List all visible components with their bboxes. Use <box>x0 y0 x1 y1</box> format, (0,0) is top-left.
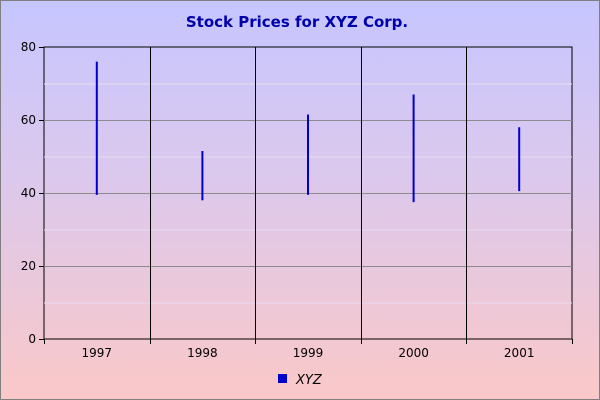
legend-label-xyz: XYZ <box>295 373 323 388</box>
horizontal-gridlines <box>44 83 572 304</box>
y-tick-label: 20 <box>21 259 36 273</box>
vertical-gridlines <box>150 47 467 339</box>
x-tick-label: 2001 <box>504 346 535 360</box>
series-layer <box>95 61 521 203</box>
x-tick-label: 2000 <box>398 346 429 360</box>
x-axis: 1997 1998 1999 2000 2001 <box>44 339 573 360</box>
x-tick-label: 1999 <box>293 346 324 360</box>
y-axis: 0 20 40 60 80 <box>21 40 44 346</box>
y-tick-label: 40 <box>21 186 36 200</box>
legend-swatch-xyz <box>278 374 287 383</box>
y-tick-label: 80 <box>21 40 36 54</box>
y-tick-label: 0 <box>28 332 36 346</box>
y-tick-label: 60 <box>21 113 36 127</box>
x-tick-label: 1998 <box>187 346 218 360</box>
chart-title: Stock Prices for XYZ Corp. <box>186 13 408 31</box>
legend: XYZ <box>278 373 323 388</box>
x-tick-label: 1997 <box>82 346 113 360</box>
